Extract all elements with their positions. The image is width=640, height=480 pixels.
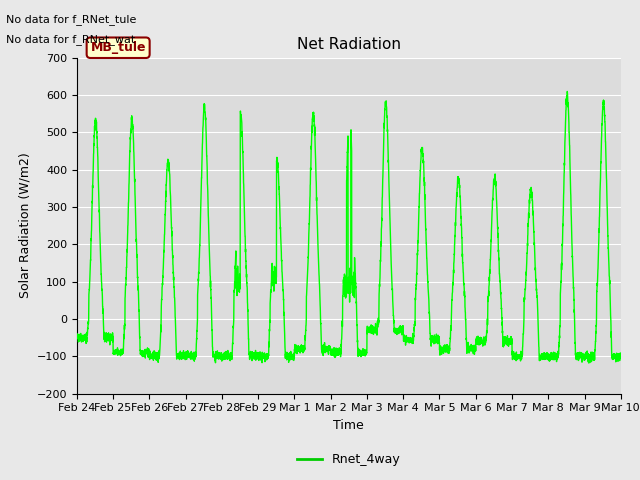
X-axis label: Time: Time (333, 419, 364, 432)
Title: Net Radiation: Net Radiation (297, 37, 401, 52)
Text: No data for f_RNet_tule: No data for f_RNet_tule (6, 14, 137, 25)
Legend: Rnet_4way: Rnet_4way (292, 448, 406, 471)
Y-axis label: Solar Radiation (W/m2): Solar Radiation (W/m2) (18, 153, 31, 299)
Text: No data for f_RNet_wat: No data for f_RNet_wat (6, 34, 136, 45)
Text: MB_tule: MB_tule (90, 41, 146, 54)
